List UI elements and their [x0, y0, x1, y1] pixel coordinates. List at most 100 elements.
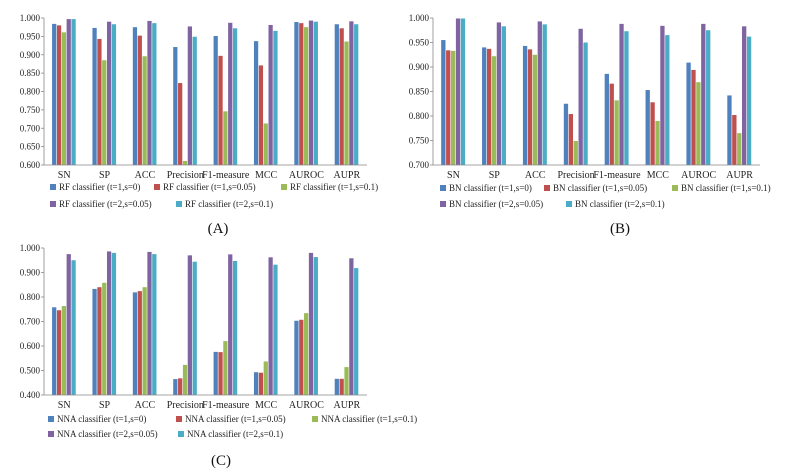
bar-a-s2-mcc — [263, 123, 268, 165]
bar-b-s4-sn — [460, 18, 466, 165]
legend-swatch — [178, 431, 184, 437]
bar-b-s1-mcc — [650, 102, 655, 165]
bar-c-s1-acc — [137, 291, 142, 395]
bar-a-s4-sp — [111, 24, 117, 165]
bar-a-s0-auroc — [294, 22, 299, 165]
chart-panel-c: 0.400 0.500 0.600 0.700 0.800 0.900 1.000 SN SP A… — [20, 243, 417, 469]
y-tick-label: 0.650 — [20, 142, 41, 152]
legend-item: RF classifier (t=1,s=0) — [50, 182, 140, 192]
bar-c-s3-mcc — [268, 257, 273, 395]
x-category-label: ACC — [135, 170, 156, 181]
bar-b-s2-aupr — [737, 133, 742, 165]
bar-a-s1-aupr — [339, 28, 344, 165]
bar-c-s3-f1-measure — [228, 254, 233, 395]
bar-c-s2-sn — [61, 306, 67, 395]
legend-label: NNA classifier (t=1,s=0) — [57, 414, 146, 424]
bar-b-s3-precision — [578, 28, 583, 166]
bar-b-s0-sn — [441, 40, 446, 165]
bar-c-s4-aupr — [354, 268, 359, 395]
x-category-label: MCC — [255, 170, 278, 181]
x-category-label: Precision — [167, 170, 204, 181]
legend-label: RF classifier (t=2,s=0.1) — [185, 199, 273, 209]
x-category-label: ACC — [135, 400, 156, 411]
x-category-label: AUPR — [726, 170, 753, 181]
y-tick-label: 0.900 — [409, 62, 430, 72]
bar-b-s1-aupr — [732, 115, 737, 165]
bar-b-s1-sp — [486, 48, 492, 166]
y-tick-label: 0.900 — [20, 50, 41, 60]
y-tick-label: 0.800 — [409, 111, 430, 121]
legend-swatch — [154, 184, 160, 190]
bar-c-s3-sp — [106, 251, 112, 395]
legend-swatch — [48, 416, 54, 422]
x-category-label: MCC — [647, 170, 670, 181]
legend-swatch — [440, 201, 446, 207]
x-category-label: AUPR — [333, 170, 360, 181]
bar-a-s2-sp — [102, 60, 107, 166]
bar-b-s0-f1-measure — [604, 73, 609, 165]
bars — [52, 251, 359, 396]
bar-c-s0-acc — [132, 292, 138, 395]
x-category-label: SN — [58, 170, 71, 181]
bar-a-s2-auroc — [304, 27, 309, 165]
bar-b-s4-aupr — [746, 36, 752, 166]
bar-c-s1-mcc — [258, 372, 264, 395]
x-category-label: SP — [489, 170, 501, 181]
x-category-label: F1-measure — [202, 170, 250, 181]
chart-panel-a: 0.600 0.650 0.700 0.750 0.800 0.850 0.900 0.950… — [20, 13, 378, 237]
bar-b-s4-auroc — [706, 30, 711, 165]
bar-a-s4-f1-measure — [232, 28, 238, 165]
legend-label: BN classifier (t=1,s=0.1) — [681, 183, 771, 193]
x-category-label: SP — [99, 170, 111, 181]
legend-label: NNA classifier (t=2,s=0.05) — [57, 429, 158, 439]
y-axis: 0.700 0.750 0.800 0.850 0.900 0.950 1.000 — [409, 13, 434, 170]
legend-item: BN classifier (t=2,s=0.05) — [440, 199, 543, 209]
bar-c-s1-aupr — [339, 378, 344, 395]
legend-label: RF classifier (t=2,s=0.05) — [59, 199, 152, 209]
bar-b-s2-sn — [450, 50, 456, 165]
legend-swatch — [50, 201, 56, 207]
legend-item: RF classifier (t=1,s=0.1) — [281, 182, 378, 192]
bar-c-s1-sn — [56, 310, 62, 395]
legend: NNA classifier (t=1,s=0) NNA classifier (… — [48, 414, 417, 439]
bar-c-s2-sp — [102, 282, 107, 395]
bar-b-s3-auroc — [701, 23, 706, 165]
legend-item: NNA classifier (t=1,s=0.1) — [312, 414, 417, 424]
panel-label: (C) — [211, 453, 231, 469]
bar-c-s2-precision — [182, 364, 188, 395]
bar-b-s0-mcc — [645, 90, 650, 165]
legend-item: BN classifier (t=1,s=0.1) — [672, 183, 771, 193]
legend: BN classifier (t=1,s=0) BN classifier (t=… — [440, 183, 771, 209]
y-tick-label: 0.800 — [20, 292, 41, 302]
y-tick-label: 0.850 — [20, 68, 41, 78]
bar-a-s0-mcc — [253, 41, 259, 165]
bar-b-s2-f1-measure — [614, 100, 619, 165]
legend-swatch — [566, 201, 572, 207]
bar-b-s2-auroc — [696, 82, 701, 165]
bar-a-s0-precision — [173, 47, 178, 165]
bar-a-s3-precision — [187, 26, 192, 166]
y-tick-label: 0.400 — [20, 390, 41, 400]
bar-b-s4-f1-measure — [624, 31, 629, 166]
bar-b-s2-mcc — [655, 120, 660, 165]
bar-b-s1-f1-measure — [609, 83, 614, 165]
legend-item: NNA classifier (t=1,s=0) — [48, 414, 146, 424]
legend-item: RF classifier (t=2,s=0.05) — [50, 199, 152, 209]
bar-c-s3-acc — [147, 251, 152, 395]
bar-a-s4-precision — [192, 36, 197, 165]
legend-label: RF classifier (t=1,s=0.05) — [163, 182, 256, 192]
bar-a-s0-acc — [132, 27, 138, 165]
bar-c-s4-mcc — [273, 264, 278, 395]
bar-c-s3-precision — [187, 255, 192, 395]
bar-a-s2-sn — [61, 32, 67, 165]
bar-a-s3-acc — [147, 20, 152, 165]
bar-a-s1-mcc — [258, 65, 264, 165]
y-tick-label: 0.500 — [20, 366, 41, 376]
bar-a-s3-sp — [106, 21, 112, 166]
bar-a-s0-f1-measure — [213, 36, 218, 166]
legend-label: NNA classifier (t=2,s=0.1) — [187, 429, 283, 439]
bar-a-s4-auroc — [313, 21, 318, 166]
